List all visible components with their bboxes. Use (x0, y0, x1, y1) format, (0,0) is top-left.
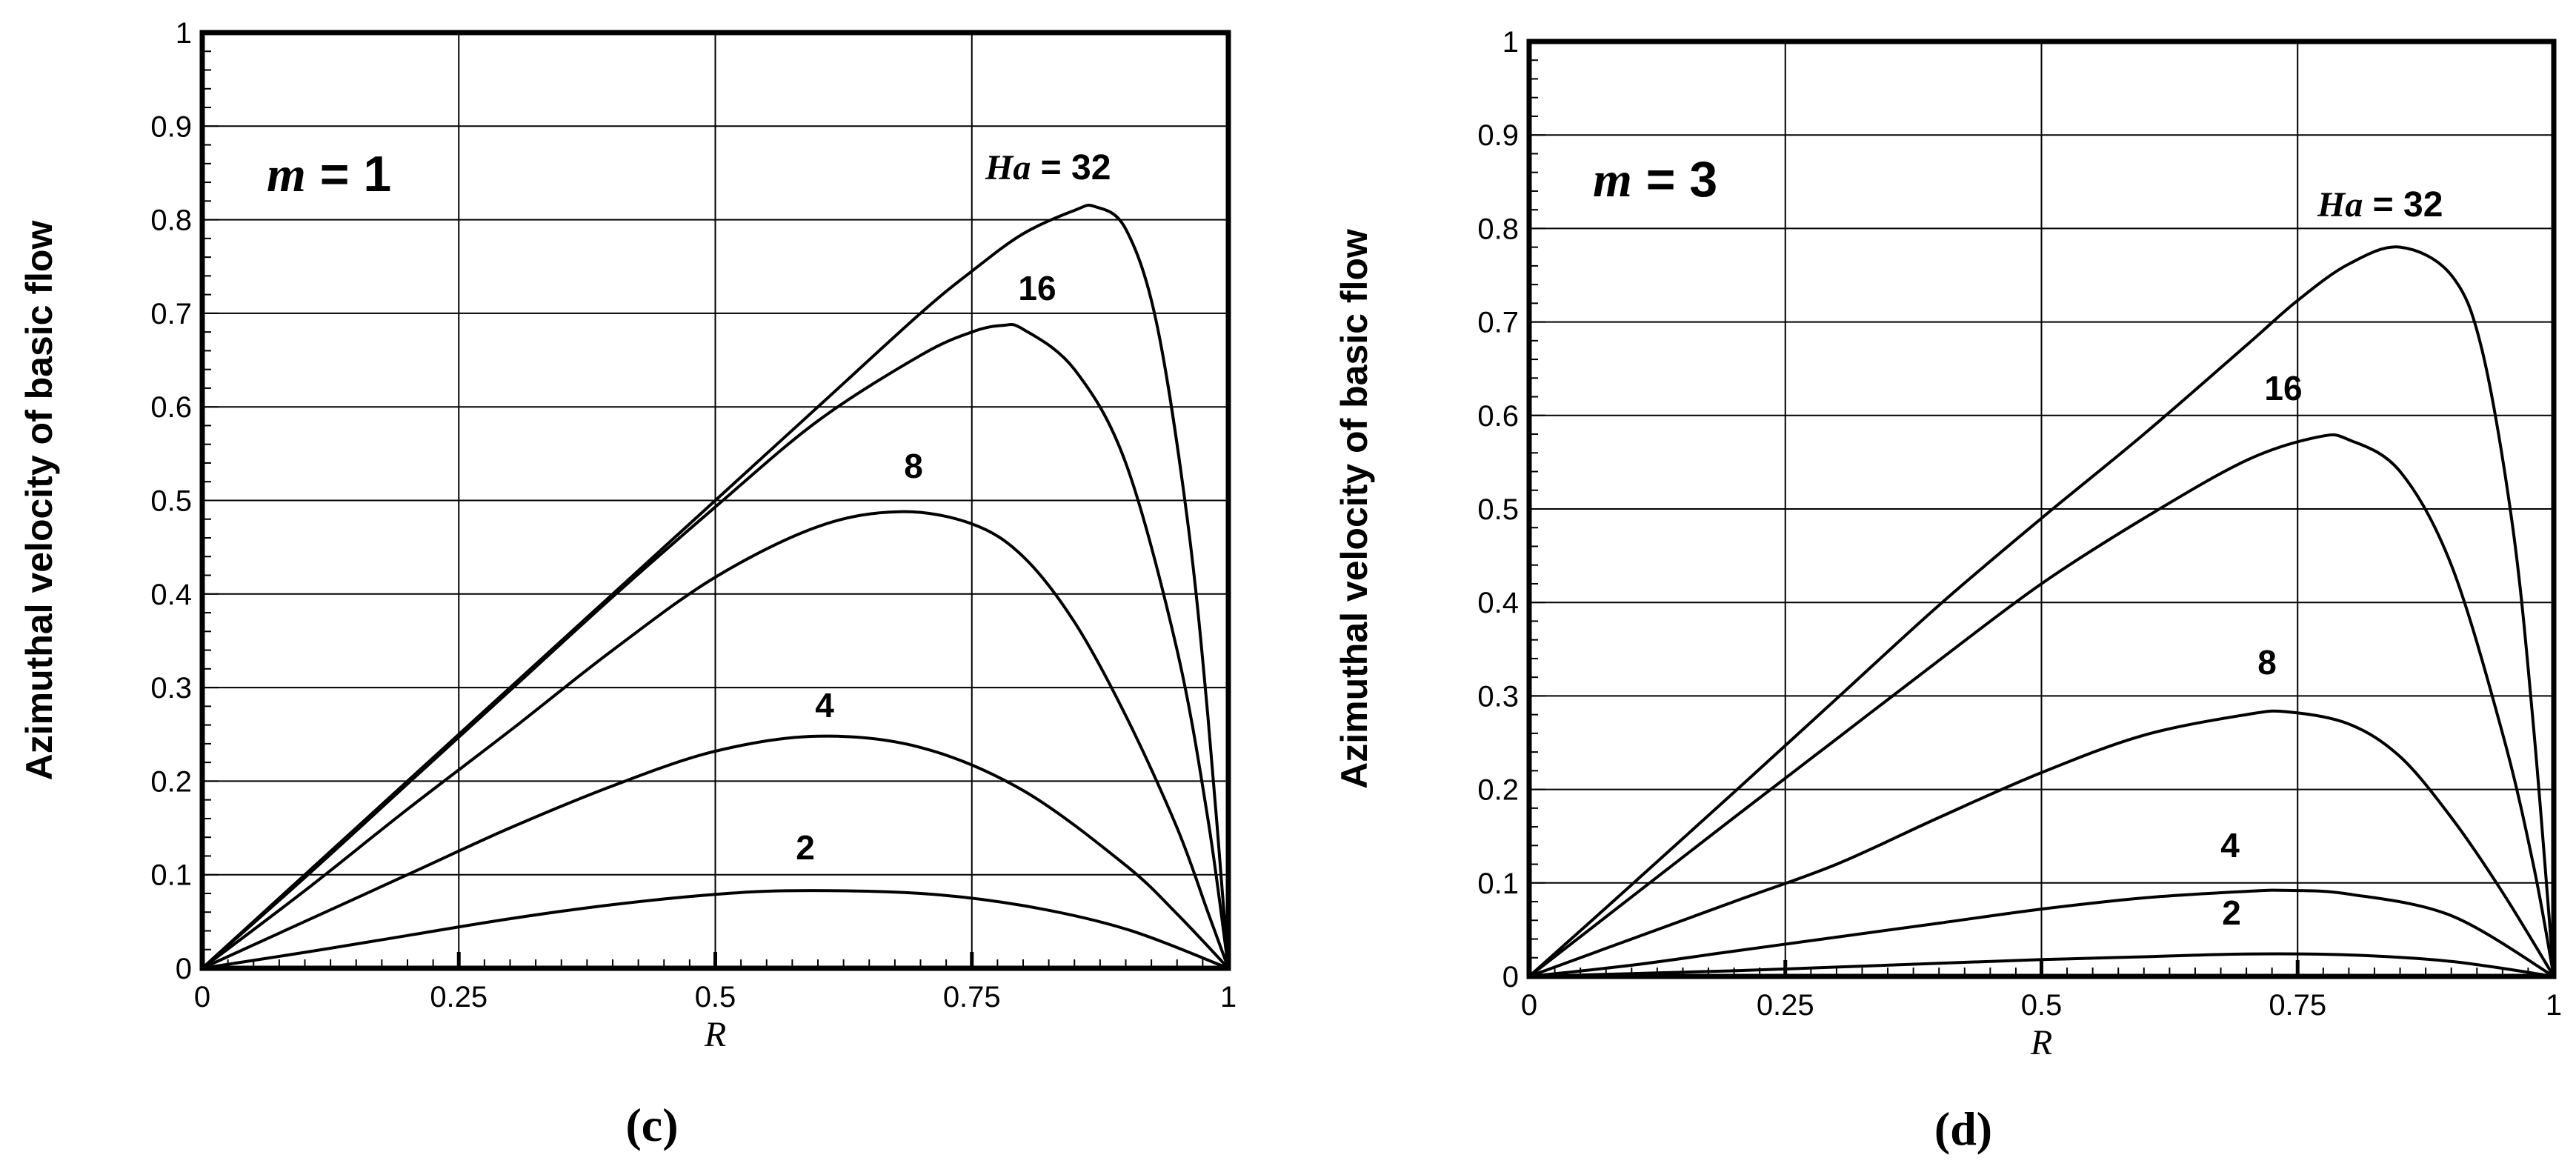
x-axis-title: R (704, 1015, 726, 1054)
x-tick-label: 0 (194, 981, 210, 1013)
series-label-ha-16: 16 (2264, 369, 2302, 407)
y-tick-label: 0.3 (150, 672, 192, 705)
x-tick-label: 0.75 (943, 981, 1001, 1013)
chart-panel-1: 0 0.1 0.2 0.3 0.4 0.5 0.6 0.7 0.8 0.9 1 0 0.25 0.5 0.7… (19, 17, 1237, 1151)
x-tick-label: 0.25 (1757, 989, 1814, 1022)
y-tick-label: 0.7 (1477, 307, 1519, 339)
x-tick-label: 0.25 (430, 981, 487, 1013)
x-tick-label: 0.5 (2021, 989, 2063, 1022)
series-label-ha-8: 8 (2257, 643, 2277, 682)
y-axis-title: Azimuthal velocity of basic flow (19, 221, 60, 781)
y-tick-label: 0.8 (1477, 213, 1519, 245)
plot-frame (199, 30, 1231, 971)
series-line-ha-4 (202, 734, 1230, 970)
y-tick-label: 0.1 (1477, 868, 1519, 900)
x-tick-label: 0.75 (2269, 989, 2326, 1022)
x-axis-title: R (2030, 1023, 2052, 1062)
y-tick-label: 0.5 (150, 485, 192, 518)
series-line-ha-4 (1528, 888, 2555, 978)
x-tick-label: 1 (2546, 989, 2562, 1022)
y-tick-label: 0.7 (150, 298, 192, 330)
panel-annotation: m = 3 (1593, 151, 1717, 207)
series-label-ha-4: 4 (815, 686, 834, 725)
y-tick-label: 0.9 (150, 110, 192, 143)
series-label-ha-2: 2 (2222, 893, 2241, 932)
panel-caption: (c) (625, 1099, 678, 1151)
y-tick-label: 0.1 (150, 859, 192, 892)
x-tick-label: 0 (1521, 989, 1537, 1022)
y-tick-label: 0.6 (150, 391, 192, 424)
panel-annotation: m = 1 (267, 146, 391, 202)
series-line-ha-8 (1528, 709, 2555, 978)
x-tick-label: 1 (1220, 981, 1237, 1013)
series-line-ha-2 (1528, 952, 2555, 978)
y-tick-label: 0.9 (1477, 119, 1519, 152)
y-tick-label: 1 (1502, 26, 1519, 59)
chart-panel-2: 0 0.1 0.2 0.3 0.4 0.5 0.6 0.7 0.8 0.9 1 0 0.25 0.5 0.7… (1334, 26, 2562, 1155)
y-axis-title: Azimuthal velocity of basic flow (1334, 229, 1375, 789)
y-tick-label: 0.3 (1477, 680, 1519, 713)
series-line-ha-16 (201, 322, 1230, 970)
y-tick-label: 1 (176, 17, 192, 50)
series-label-ha-32: Ha = 32 (985, 148, 1111, 187)
y-tick-label: 0.6 (1477, 400, 1519, 433)
series-label-ha-2: 2 (796, 828, 815, 867)
y-tick-label: 0.4 (150, 579, 192, 611)
series-line-ha-32 (1528, 245, 2555, 978)
series-line-ha-16 (1528, 433, 2555, 978)
y-tick-label: 0 (176, 953, 192, 985)
series-label-ha-32: Ha = 32 (2317, 185, 2443, 224)
y-tick-label: 0.5 (1477, 493, 1519, 526)
series-label-ha-16: 16 (1018, 269, 1056, 307)
series-label-ha-4: 4 (2220, 826, 2240, 865)
series-line-ha-32 (201, 204, 1230, 970)
panel-caption: (d) (1934, 1102, 1992, 1155)
plot-frame (1526, 39, 2557, 979)
x-tick-label: 0.5 (695, 981, 736, 1013)
y-tick-label: 0.2 (150, 765, 192, 798)
y-tick-label: 0.8 (150, 204, 192, 237)
y-tick-label: 0.2 (1477, 774, 1519, 807)
series-line-ha-2 (202, 889, 1229, 970)
series-line-ha-8 (201, 510, 1230, 970)
y-tick-label: 0.4 (1477, 587, 1519, 619)
y-tick-label: 0 (1502, 961, 1519, 993)
series-label-ha-8: 8 (904, 447, 923, 485)
